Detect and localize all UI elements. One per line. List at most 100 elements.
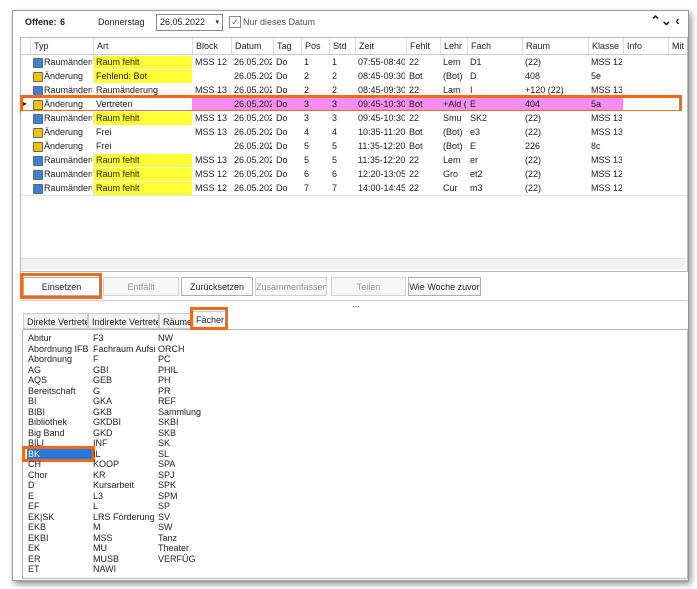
list-item[interactable]: PHIL bbox=[158, 364, 179, 375]
list-item[interactable]: SP bbox=[158, 501, 171, 511]
list-item[interactable]: IL bbox=[93, 448, 101, 459]
cell: MSS 12 bbox=[591, 57, 622, 67]
list-item[interactable]: SPA bbox=[158, 459, 176, 469]
list-item[interactable]: SPK bbox=[158, 480, 177, 490]
list-item[interactable]: MSS bbox=[93, 532, 113, 543]
list-item[interactable]: PC bbox=[158, 354, 171, 364]
list-item[interactable]: EF bbox=[28, 501, 40, 511]
list-item[interactable]: PH bbox=[158, 375, 171, 385]
list-item[interactable]: ORCH bbox=[158, 343, 185, 354]
cell: 6 bbox=[304, 169, 310, 179]
list-item[interactable]: BILI bbox=[28, 438, 45, 448]
cell: Raumänderung bbox=[44, 183, 92, 193]
list-item[interactable]: E bbox=[28, 490, 35, 501]
list-item[interactable]: GBI bbox=[93, 364, 109, 375]
list-item[interactable]: Big Band bbox=[28, 427, 65, 438]
list-item[interactable]: KOOP bbox=[93, 459, 120, 469]
cell: 14:00-14:45 bbox=[358, 183, 405, 193]
cell: 8c bbox=[591, 141, 601, 151]
list-item[interactable]: GKA bbox=[93, 396, 113, 406]
list-item[interactable]: F3 bbox=[93, 333, 104, 343]
column-header: Art bbox=[93, 38, 192, 54]
cell: 5e bbox=[591, 71, 602, 81]
list-item[interactable]: G bbox=[93, 385, 101, 396]
list-item[interactable]: GEB bbox=[93, 375, 113, 385]
list-item[interactable]: Bibliothek bbox=[28, 417, 68, 427]
list-item[interactable]: AG bbox=[28, 364, 42, 375]
list-item[interactable]: M bbox=[93, 522, 101, 532]
list-item[interactable]: Bereitschaft bbox=[28, 385, 76, 396]
button[interactable]: Zurücksetzen bbox=[181, 277, 253, 296]
tab[interactable]: Direkte Vertreter bbox=[23, 313, 88, 329]
list-item[interactable]: BIBI bbox=[28, 406, 46, 417]
list-item[interactable]: ER bbox=[28, 553, 41, 564]
cell: D1 bbox=[470, 57, 482, 67]
open-label: Offene: bbox=[25, 17, 57, 27]
list-item[interactable]: BI bbox=[28, 396, 37, 406]
checkbox[interactable]: ✓ bbox=[229, 16, 241, 28]
list-item[interactable]: GKDBI bbox=[93, 417, 122, 427]
list-item[interactable]: EKB bbox=[28, 522, 47, 532]
cell: 10:35-11:20 bbox=[358, 127, 405, 137]
list-item[interactable]: GKD bbox=[93, 427, 113, 438]
list-item[interactable]: BK bbox=[27, 448, 92, 459]
list-item[interactable]: VERFÜG bbox=[158, 553, 196, 564]
list-item[interactable]: Abitur bbox=[28, 333, 52, 343]
list-item[interactable]: AQS bbox=[28, 375, 48, 385]
list-item[interactable]: SL bbox=[158, 448, 170, 459]
list-item[interactable]: Theater bbox=[158, 543, 190, 553]
list-item[interactable]: INF bbox=[93, 438, 108, 448]
only-date: Nur dieses Datum bbox=[243, 17, 316, 27]
list-item[interactable]: ET bbox=[28, 564, 40, 574]
list-item[interactable]: MUSB bbox=[93, 553, 120, 564]
list-item[interactable]: SPM bbox=[158, 490, 178, 501]
cell: 4 bbox=[332, 127, 338, 137]
list-item[interactable]: Chor bbox=[28, 469, 48, 480]
list-item[interactable]: MU bbox=[93, 543, 107, 553]
list-item[interactable]: L bbox=[93, 501, 99, 511]
list-item[interactable]: Abordnung IFB bbox=[28, 343, 89, 354]
list-item[interactable]: NW bbox=[158, 333, 173, 343]
date-box[interactable]: 26.05.2022 ▾ bbox=[156, 14, 223, 31]
list-item[interactable]: Kursarbeit bbox=[93, 480, 135, 490]
tab[interactable]: Indirekte Vertreter bbox=[88, 313, 159, 329]
list-item[interactable]: Fachraum Aufsicht bbox=[93, 343, 155, 354]
list-item[interactable]: NAWI bbox=[93, 564, 117, 574]
list-item[interactable]: SV bbox=[158, 511, 171, 522]
list-item[interactable]: GKB bbox=[93, 406, 113, 417]
list-item[interactable]: L3 bbox=[93, 490, 104, 501]
list-item[interactable]: CH bbox=[28, 459, 41, 469]
cell: Do bbox=[276, 113, 288, 123]
list-item[interactable]: EK|SK bbox=[28, 511, 55, 522]
button: Zusammenfassen bbox=[255, 277, 327, 296]
cell: 2 bbox=[304, 71, 310, 81]
list-item[interactable]: Abordnung bbox=[28, 354, 73, 364]
list-item[interactable]: PR bbox=[158, 385, 171, 396]
cell: I bbox=[470, 85, 473, 95]
column-header: Block bbox=[192, 38, 231, 54]
list-item[interactable]: KR bbox=[93, 469, 106, 480]
list-item[interactable]: LRS Förderung bbox=[93, 511, 155, 522]
list-item[interactable]: SKBI bbox=[158, 417, 179, 427]
list-item[interactable]: SK bbox=[158, 438, 171, 448]
button[interactable]: Einsetzen bbox=[23, 277, 100, 296]
list-item[interactable]: D bbox=[28, 480, 35, 490]
nav-arrows[interactable]: ⌃⌄ ‹ bbox=[650, 13, 680, 28]
tab[interactable]: Räume bbox=[159, 313, 192, 329]
list-item[interactable]: F bbox=[93, 354, 99, 364]
cell: Änderung bbox=[44, 71, 84, 81]
cell: MSS 12 37 bbox=[195, 183, 230, 193]
cell: (Bot) bbox=[443, 141, 463, 151]
list-item[interactable]: EK bbox=[28, 543, 41, 553]
list-item[interactable]: Sammlung bbox=[158, 406, 202, 417]
list-item[interactable]: SPJ bbox=[158, 469, 175, 480]
cell: m3 bbox=[470, 183, 483, 193]
list-item[interactable]: SKB bbox=[158, 427, 177, 438]
button[interactable]: Wie Woche zuvor bbox=[408, 277, 481, 296]
list-item[interactable]: Tanz bbox=[158, 532, 178, 543]
date: 26.05.2022 bbox=[160, 17, 206, 27]
list-item[interactable]: EKBI bbox=[28, 532, 49, 543]
scrollbar[interactable] bbox=[21, 258, 685, 269]
list-item[interactable]: SW bbox=[158, 522, 173, 532]
list-item[interactable]: REF bbox=[158, 396, 176, 406]
